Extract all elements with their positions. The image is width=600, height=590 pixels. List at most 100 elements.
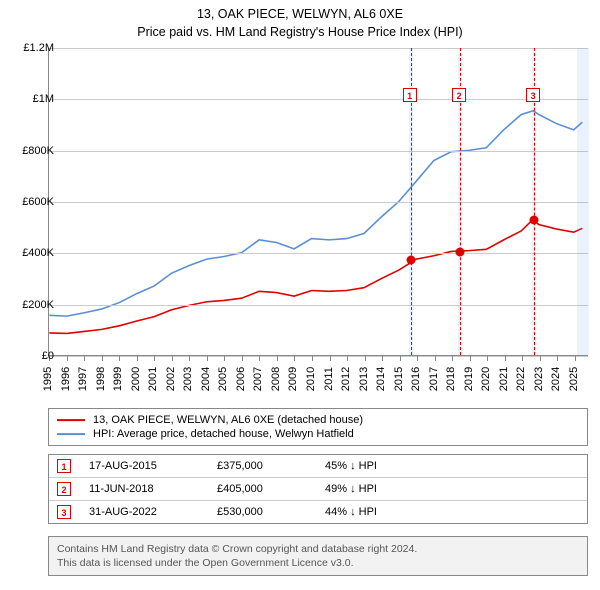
gridline	[49, 48, 588, 49]
gridline	[49, 151, 588, 152]
x-axis-label: 2023	[533, 367, 545, 391]
x-axis-label: 2020	[480, 367, 492, 391]
series-property	[49, 219, 582, 333]
x-tick	[189, 356, 190, 361]
x-tick	[119, 356, 120, 361]
gridline	[49, 253, 588, 254]
x-axis-label: 2007	[252, 367, 264, 391]
x-axis-label: 2003	[182, 367, 194, 391]
marker-flag: 3	[526, 88, 540, 102]
x-tick	[540, 356, 541, 361]
y-axis-label: £600K	[22, 196, 54, 208]
x-tick	[154, 356, 155, 361]
x-axis-label: 2002	[165, 367, 177, 391]
marker-point	[530, 215, 539, 224]
tx-index-badge: 3	[57, 505, 71, 519]
legend-label: 13, OAK PIECE, WELWYN, AL6 0XE (detached…	[93, 414, 363, 426]
legend-swatch	[57, 429, 85, 439]
x-tick	[207, 356, 208, 361]
x-axis-label: 2024	[550, 367, 562, 391]
x-axis-label: 2009	[287, 367, 299, 391]
x-axis-label: 2018	[445, 367, 457, 391]
x-tick	[365, 356, 366, 361]
x-axis-label: 2010	[305, 367, 317, 391]
x-axis-label: 2004	[200, 367, 212, 391]
marker-point	[456, 248, 465, 257]
tx-date: 17-AUG-2015	[89, 460, 199, 472]
x-tick	[575, 356, 576, 361]
footer-line1: Contains HM Land Registry data © Crown c…	[57, 542, 579, 556]
x-axis-label: 2001	[147, 367, 159, 391]
x-tick	[172, 356, 173, 361]
y-axis-label: £1.2M	[23, 42, 54, 54]
x-axis-label: 2000	[130, 367, 142, 391]
x-tick	[505, 356, 506, 361]
x-axis-label: 2015	[393, 367, 405, 391]
attribution-footer: Contains HM Land Registry data © Crown c…	[48, 536, 588, 576]
x-axis-label: 2011	[323, 367, 335, 391]
x-tick	[522, 356, 523, 361]
tx-date: 11-JUN-2018	[89, 483, 199, 495]
x-tick	[102, 356, 103, 361]
tx-date: 31-AUG-2022	[89, 506, 199, 518]
chart-plot-area: 123	[48, 48, 588, 356]
x-tick	[330, 356, 331, 361]
x-axis-label: 1999	[112, 367, 124, 391]
x-axis-label: 2012	[340, 367, 352, 391]
x-tick	[137, 356, 138, 361]
x-axis-label: 2014	[375, 367, 387, 391]
x-axis-label: 2006	[235, 367, 247, 391]
x-axis-label: 2013	[358, 367, 370, 391]
marker-point	[406, 255, 415, 264]
x-tick	[259, 356, 260, 361]
tx-delta: 44% ↓ HPI	[325, 506, 579, 518]
tx-price: £375,000	[217, 460, 307, 472]
gridline	[49, 202, 588, 203]
table-row: 1 17-AUG-2015 £375,000 45% ↓ HPI	[49, 455, 587, 477]
x-axis-label: 1998	[95, 367, 107, 391]
series-hpi	[49, 111, 582, 316]
x-tick	[557, 356, 558, 361]
legend-item: HPI: Average price, detached house, Welw…	[57, 427, 579, 441]
x-axis-label: 2019	[463, 367, 475, 391]
x-tick	[470, 356, 471, 361]
table-row: 211-JUN-2018£405,00049% ↓ HPI	[49, 477, 587, 500]
x-axis-label: 1996	[60, 367, 72, 391]
x-tick	[382, 356, 383, 361]
y-axis-label: £1M	[33, 93, 54, 105]
tx-delta: 45% ↓ HPI	[325, 460, 579, 472]
x-tick	[417, 356, 418, 361]
x-axis-label: 1997	[77, 367, 89, 391]
legend-label: HPI: Average price, detached house, Welw…	[93, 428, 354, 440]
y-axis-label: £0	[42, 350, 54, 362]
transactions-table: 1 17-AUG-2015 £375,000 45% ↓ HPI 211-JUN-201…	[48, 454, 588, 524]
x-tick	[435, 356, 436, 361]
x-tick	[400, 356, 401, 361]
x-tick	[452, 356, 453, 361]
x-tick	[312, 356, 313, 361]
tx-index-badge: 1	[57, 459, 71, 473]
x-tick	[242, 356, 243, 361]
x-axis-label: 2008	[270, 367, 282, 391]
x-axis-label: 1995	[42, 367, 54, 391]
title-line2: Price paid vs. HM Land Registry's House …	[0, 24, 600, 42]
x-axis-label: 2025	[568, 367, 580, 391]
x-tick	[277, 356, 278, 361]
gridline	[49, 356, 588, 357]
gridline	[49, 305, 588, 306]
y-axis-label: £400K	[22, 247, 54, 259]
x-axis-label: 2017	[428, 367, 440, 391]
table-row: 3 31-AUG-2022 £530,000 44% ↓ HPI	[49, 500, 587, 523]
x-axis-label: 2022	[515, 367, 527, 391]
marker-flag: 2	[452, 88, 466, 102]
tx-price: £530,000	[217, 506, 307, 518]
x-tick	[67, 356, 68, 361]
shaded-band	[577, 48, 589, 355]
legend: 13, OAK PIECE, WELWYN, AL6 0XE (detached…	[48, 408, 588, 446]
legend-swatch	[57, 415, 85, 425]
gridline	[49, 99, 588, 100]
chart-title: 13, OAK PIECE, WELWYN, AL6 0XE Price pai…	[0, 0, 600, 41]
x-axis-label: 2021	[498, 367, 510, 391]
y-axis-label: £200K	[22, 299, 54, 311]
x-tick	[487, 356, 488, 361]
